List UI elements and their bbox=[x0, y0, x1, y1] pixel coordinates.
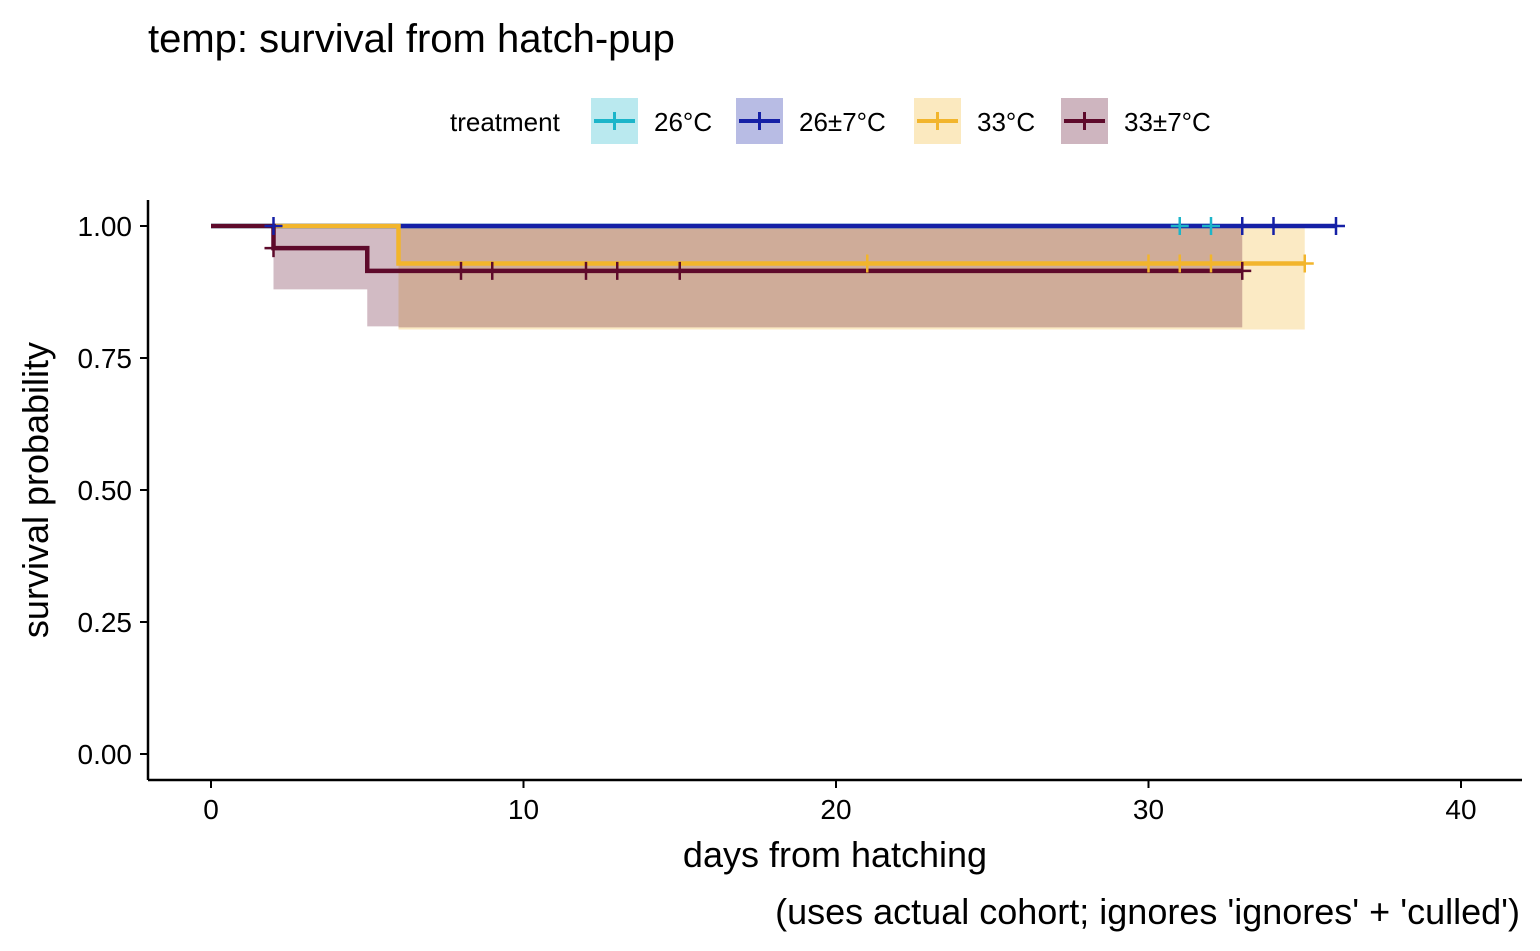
chart-title: temp: survival from hatch-pup bbox=[148, 17, 675, 61]
y-tick-label: 0.25 bbox=[78, 607, 133, 638]
censor-mark-33c bbox=[1202, 254, 1220, 273]
confidence-bands bbox=[273, 226, 1305, 330]
x-axis: 0 10 20 30 40 bbox=[148, 778, 1522, 825]
y-tick-label: 1.00 bbox=[78, 211, 133, 242]
legend-label: 33±7°C bbox=[1124, 107, 1211, 137]
censor-mark-26pm7c bbox=[1264, 217, 1283, 235]
curve-33c bbox=[273, 223, 1305, 266]
legend-label: 26°C bbox=[654, 107, 712, 137]
legend-entry-26c: 26°C bbox=[591, 98, 712, 144]
censor-mark-33pm7c bbox=[608, 261, 627, 280]
legend-entry-26pm7c: 26±7°C bbox=[736, 98, 886, 144]
censor-mark-33c bbox=[858, 254, 877, 273]
band-33pm7c bbox=[273, 226, 1243, 328]
x-ticks: 0 10 20 30 40 bbox=[203, 780, 1477, 825]
censor-mark-26pm7c bbox=[1327, 217, 1345, 235]
censor-marks bbox=[264, 217, 1345, 280]
censor-mark-26pm7c bbox=[1233, 217, 1252, 235]
censor-mark-33pm7c bbox=[577, 261, 595, 280]
x-tick-label: 40 bbox=[1445, 794, 1476, 825]
x-axis-note: (uses actual cohort; ignores 'ignores' +… bbox=[775, 891, 1520, 932]
censor-mark-33pm7c bbox=[1233, 261, 1252, 280]
y-axis-label: survival probability bbox=[15, 342, 56, 638]
x-tick-label: 20 bbox=[820, 794, 851, 825]
y-ticks: 0.00 0.25 0.50 0.75 1.00 bbox=[78, 211, 148, 770]
censor-mark-33pm7c bbox=[483, 261, 502, 280]
legend-label: 26±7°C bbox=[799, 107, 886, 137]
curve-33pm7c bbox=[211, 223, 1243, 274]
x-tick-label: 10 bbox=[508, 794, 539, 825]
legend-label: 33°C bbox=[977, 107, 1035, 137]
legend-entry-33pm7c: 33±7°C bbox=[1061, 98, 1211, 144]
survival-curves bbox=[211, 223, 1336, 274]
censor-mark-33pm7c bbox=[452, 261, 470, 280]
censor-mark-33pm7c bbox=[670, 261, 689, 280]
legend-title: treatment bbox=[450, 107, 561, 137]
y-axis: 0.00 0.25 0.50 0.75 1.00 bbox=[78, 200, 150, 780]
legend-entries: 26°C 26±7°C 33°C 33±7°C bbox=[591, 98, 1211, 144]
y-tick-label: 0.75 bbox=[78, 343, 133, 374]
x-axis-label: days from hatching bbox=[683, 834, 987, 875]
y-tick-label: 0.50 bbox=[78, 475, 133, 506]
censor-mark-33pm7c bbox=[264, 239, 283, 258]
censor-mark-33c bbox=[1295, 254, 1314, 273]
x-tick-label: 0 bbox=[203, 794, 219, 825]
censor-mark-26c bbox=[1170, 217, 1189, 235]
censor-mark-33c bbox=[1139, 254, 1158, 273]
legend: treatment 26°C 26±7°C 33°C 33±7°C bbox=[450, 98, 1211, 144]
y-tick-label: 0.00 bbox=[78, 739, 133, 770]
x-tick-label: 30 bbox=[1133, 794, 1164, 825]
censor-mark-26pm7c bbox=[264, 217, 283, 235]
band-33c bbox=[398, 226, 1305, 330]
censor-mark-26c bbox=[1202, 217, 1220, 235]
censor-mark-33c bbox=[1170, 254, 1189, 273]
legend-entry-33c: 33°C bbox=[914, 98, 1035, 144]
